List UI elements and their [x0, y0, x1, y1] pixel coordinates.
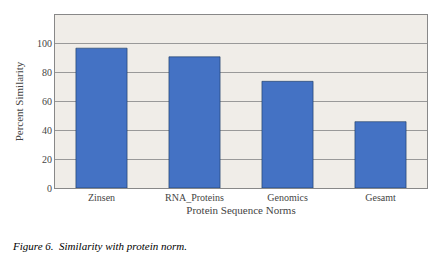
svg-text:100: 100	[37, 38, 52, 49]
svg-text:RNA_Proteins: RNA_Proteins	[165, 192, 224, 203]
svg-text:0: 0	[47, 183, 52, 194]
svg-text:Protein Sequence Norms: Protein Sequence Norms	[186, 204, 295, 216]
svg-text:Gesamt: Gesamt	[365, 192, 396, 203]
svg-text:60: 60	[42, 96, 52, 107]
svg-text:20: 20	[42, 154, 52, 165]
svg-text:Figure 6. Similarity with pro: Figure 6. Similarity with protein norm.	[12, 240, 187, 252]
svg-text:80: 80	[42, 67, 52, 78]
svg-text:40: 40	[42, 125, 52, 136]
svg-text:Zinsen: Zinsen	[88, 192, 115, 203]
svg-text:Genomics: Genomics	[267, 192, 308, 203]
svg-text:Percent Similarity: Percent Similarity	[13, 61, 25, 141]
